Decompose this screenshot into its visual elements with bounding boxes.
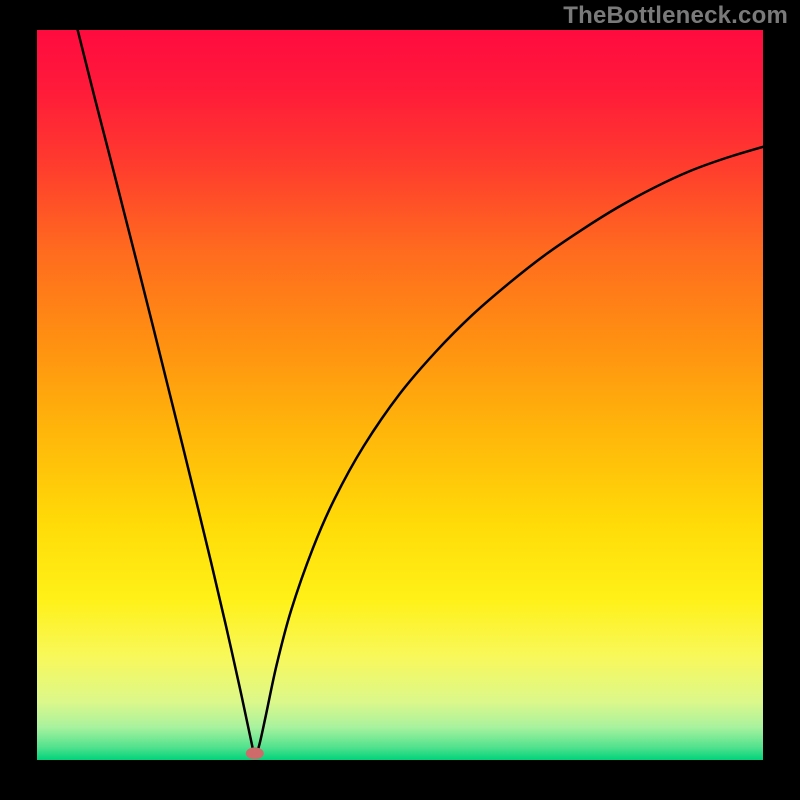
chart-stage: TheBottleneck.com — [0, 0, 800, 800]
optimal-point-marker — [246, 747, 264, 759]
watermark-text: TheBottleneck.com — [563, 2, 788, 30]
chart-svg — [0, 0, 800, 800]
